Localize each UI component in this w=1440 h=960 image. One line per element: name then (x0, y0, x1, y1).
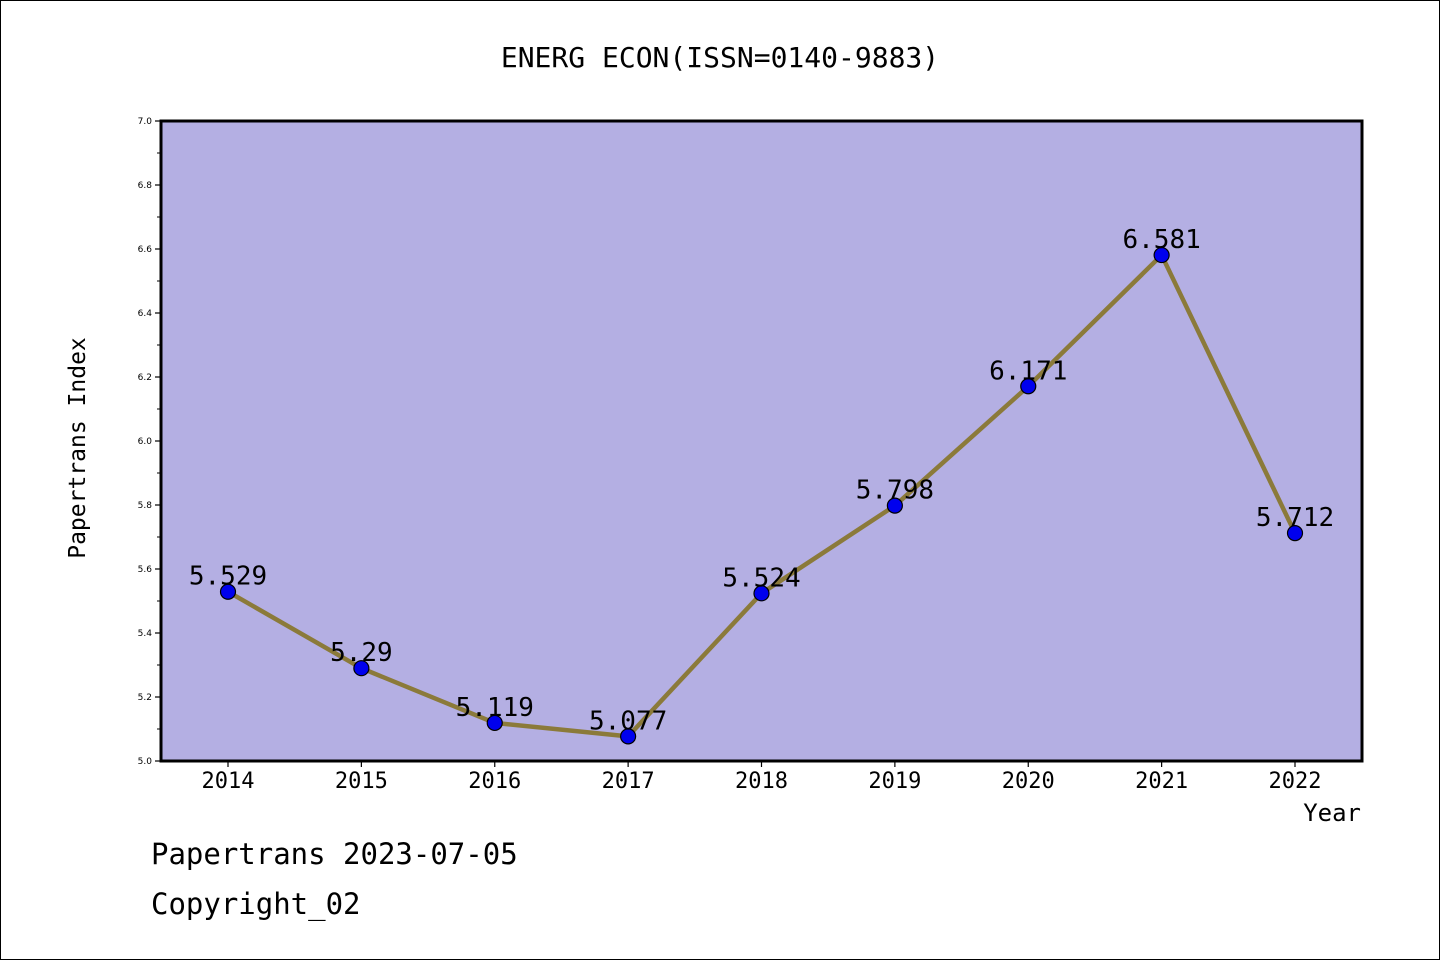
y-tick-label: 5.8 (138, 501, 153, 511)
x-axis: 2014 2015 2016 2017 2018 2019 2020 2021 2022 (202, 761, 1322, 794)
data-point (753, 585, 770, 602)
data-label: 5.119 (456, 693, 534, 723)
data-point (1020, 378, 1037, 395)
plot-frame (159, 119, 1364, 763)
y-tick-label: 5.0 (138, 757, 153, 767)
data-point (886, 497, 903, 514)
data-label: 5.29 (330, 638, 393, 668)
data-point (1153, 246, 1170, 264)
data-label: 5.529 (189, 562, 267, 592)
y-tick-label: 6.4 (138, 309, 153, 319)
x-tick-label: 2022 (1269, 769, 1322, 794)
y-tick-label: 7.0 (138, 117, 153, 127)
y-tick-label: 5.4 (138, 629, 153, 639)
x-tick-label: 2016 (468, 769, 521, 794)
y-axis: 5.0 5.2 5.4 5.6 5.8 6.0 6.2 6.4 6.6 6.8 7.0 (138, 117, 161, 767)
y-tick-label: 6.6 (138, 245, 153, 255)
data-point (620, 728, 637, 745)
plot-area (161, 121, 1362, 761)
y-tick-label: 5.6 (138, 565, 153, 575)
y-tick-label: 6.2 (138, 373, 152, 383)
y-tick-label: 6.8 (138, 181, 153, 191)
data-point (353, 660, 370, 677)
x-tick-label: 2018 (735, 769, 788, 794)
footer-date-text: Papertrans 2023-07-05 (151, 837, 518, 871)
data-label: 5.712 (1256, 503, 1334, 533)
data-labels: 5.529 5.29 5.119 5.077 5.524 5.798 6.171 6.581 5… (189, 225, 1334, 736)
data-label: 6.581 (1122, 225, 1200, 255)
footer-copyright-text: Copyright_02 (151, 887, 361, 921)
y-tick-label: 5.2 (138, 693, 152, 703)
data-label: 5.798 (856, 476, 934, 506)
x-tick-label: 2015 (335, 769, 388, 794)
y-axis-label: Papertrans Index (65, 337, 91, 559)
data-label: 5.077 (589, 706, 667, 736)
x-tick-label: 2021 (1135, 769, 1188, 794)
chart-title: ENERG ECON(ISSN=0140-9883) (501, 41, 939, 74)
data-point (1286, 525, 1304, 542)
data-label: 6.171 (989, 356, 1067, 386)
x-tick-label: 2014 (202, 769, 255, 794)
data-point (486, 714, 503, 732)
x-axis-label: Year (1303, 799, 1361, 827)
data-label: 5.524 (722, 563, 800, 593)
data-point (219, 583, 237, 600)
x-tick-label: 2017 (602, 769, 655, 794)
x-tick-label: 2019 (868, 769, 921, 794)
y-tick-label: 6.0 (138, 437, 153, 447)
x-tick-label: 2020 (1002, 769, 1055, 794)
series-line-group (219, 246, 1304, 745)
